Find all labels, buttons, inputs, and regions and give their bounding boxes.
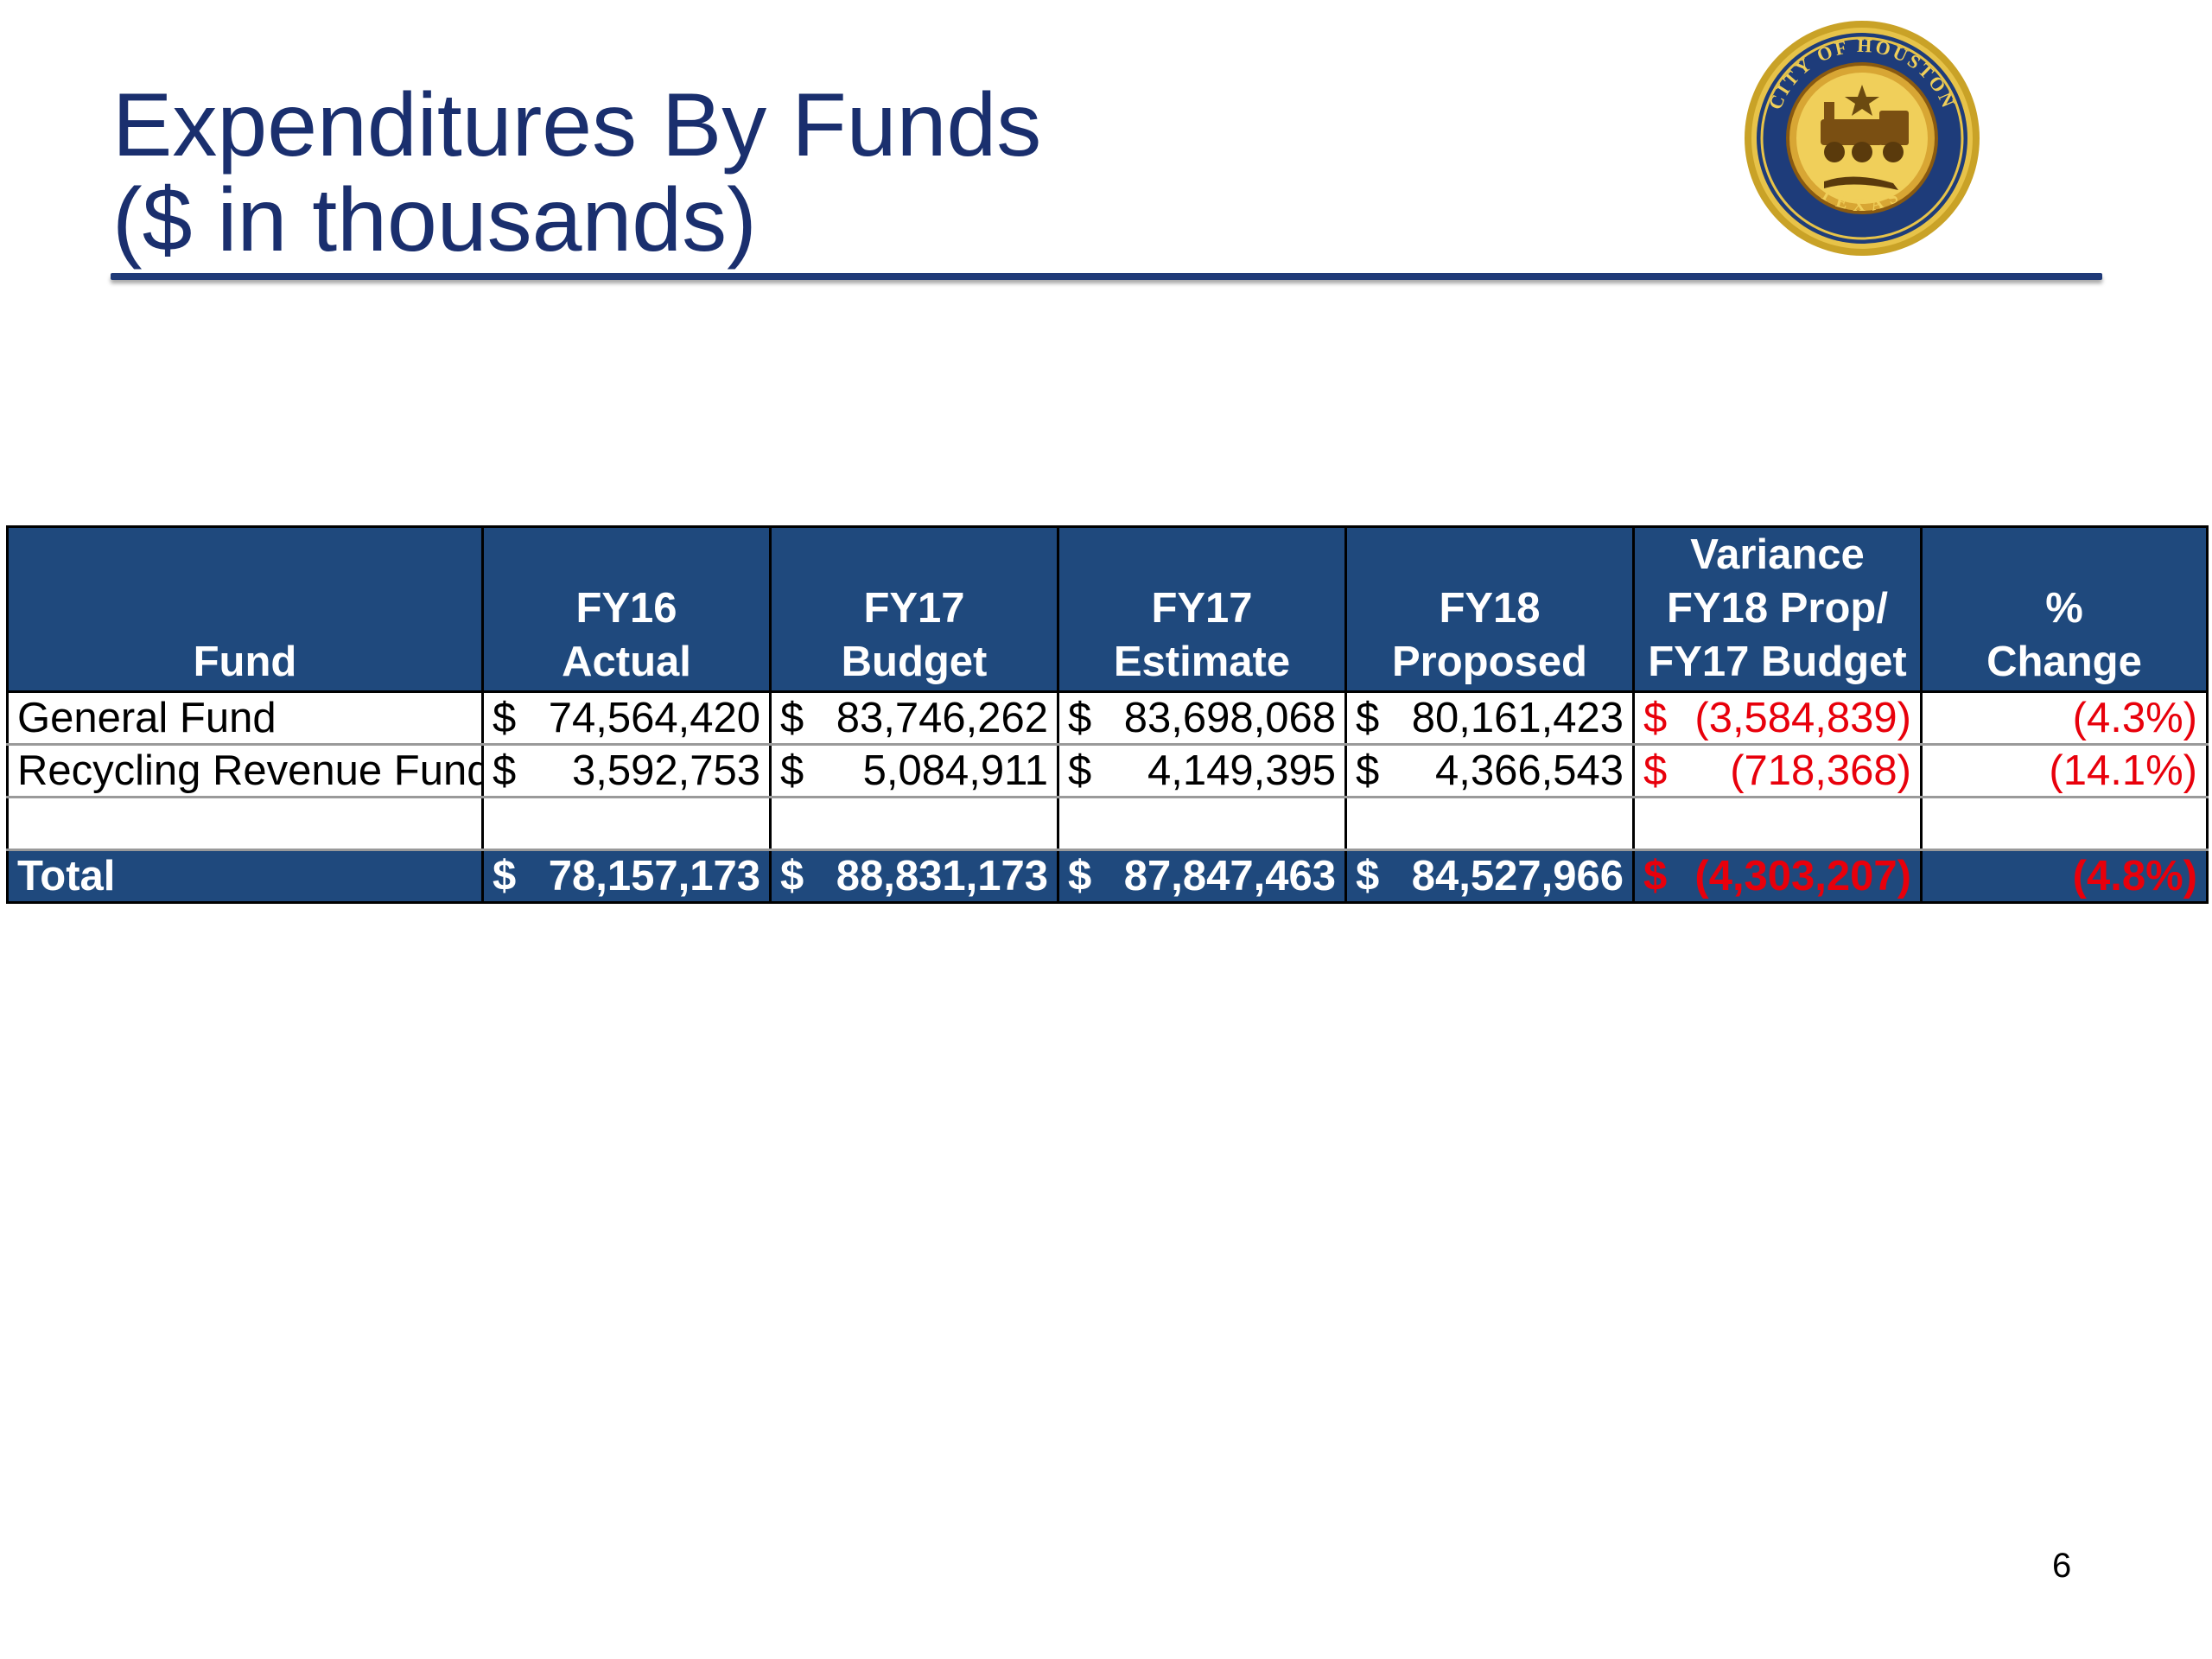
empty-cell: [6, 796, 484, 851]
currency-symbol: $: [1068, 853, 1092, 899]
city-of-houston-seal-icon: CITY OF HOUSTON TEXAS: [1745, 21, 1980, 256]
currency-symbol: $: [493, 747, 517, 794]
pct-change-cell: (4.3%): [1920, 690, 2209, 746]
header-fy17-estimate: FY17 Estimate: [1057, 525, 1347, 693]
page-number: 6: [2052, 1547, 2072, 1585]
table-row: General Fund $74,564,420 $83,746,262 $83…: [6, 690, 2209, 746]
header-fy16-line2: Actual: [562, 639, 691, 685]
total-fy16-cell: $78,157,173: [481, 849, 772, 904]
currency-symbol: $: [1068, 747, 1092, 794]
currency-symbol: $: [780, 747, 804, 794]
currency-symbol: $: [1643, 695, 1668, 741]
title-line-2: ($ in thousands): [112, 170, 757, 270]
currency-symbol: $: [1356, 853, 1380, 899]
pct-change-cell: (14.1%): [1920, 743, 2209, 798]
amount: 87,847,463: [1123, 853, 1336, 899]
slide-title: Expenditures By Funds ($ in thousands): [112, 78, 1041, 268]
header-fy16-line1: FY16: [575, 585, 677, 632]
currency-symbol: $: [493, 853, 517, 899]
empty-cell: [1920, 796, 2209, 851]
title-divider: [111, 273, 2102, 280]
amount: (718,368): [1730, 747, 1911, 794]
header-variance-line3: FY17 Budget: [1648, 639, 1907, 685]
header-variance-line2: FY18 Prop/: [1667, 585, 1888, 632]
header-fund-label: Fund: [193, 639, 297, 685]
amount: 74,564,420: [548, 695, 760, 741]
table-row: Recycling Revenue Fund $3,592,753 $5,084…: [6, 743, 2209, 798]
header-fy17e-line2: Estimate: [1113, 639, 1291, 685]
fy17-estimate-cell: $4,149,395: [1057, 743, 1347, 798]
header-pct-line1: %: [2045, 585, 2083, 632]
fy17-estimate-cell: $83,698,068: [1057, 690, 1347, 746]
fy18-proposed-cell: $4,366,543: [1344, 743, 1635, 798]
header-variance: Variance FY18 Prop/ FY17 Budget: [1632, 525, 1923, 693]
variance-cell: $ (718,368): [1632, 743, 1923, 798]
amount: 4,366,543: [1435, 747, 1624, 794]
header-fy18-line2: Proposed: [1392, 639, 1587, 685]
amount: 84,527,966: [1411, 853, 1624, 899]
currency-symbol: $: [1356, 747, 1380, 794]
header-fy17b-line1: FY17: [863, 585, 965, 632]
total-fy18-cell: $84,527,966: [1344, 849, 1635, 904]
amount: 83,746,262: [836, 695, 1048, 741]
amount: 88,831,173: [836, 853, 1048, 899]
total-variance-cell: $ (4,303,207): [1632, 849, 1923, 904]
empty-cell: [1057, 796, 1347, 851]
header-pct-line2: Change: [1986, 639, 2142, 685]
currency-symbol: $: [1643, 747, 1668, 794]
empty-cell: [1344, 796, 1635, 851]
header-pct-change: % Change: [1920, 525, 2209, 693]
table-row-empty: [6, 796, 2209, 851]
amount: 3,592,753: [572, 747, 760, 794]
total-pct-change-cell: (4.8%): [1920, 849, 2209, 904]
total-label-cell: Total: [6, 849, 484, 904]
fy16-actual-cell: $3,592,753: [481, 743, 772, 798]
header-fund: Fund: [6, 525, 484, 693]
fy18-proposed-cell: $80,161,423: [1344, 690, 1635, 746]
total-fy17-budget-cell: $88,831,173: [769, 849, 1059, 904]
amount: 78,157,173: [548, 853, 760, 899]
currency-symbol: $: [493, 695, 517, 741]
expenditures-table: Fund FY16 Actual FY17 Budget FY17 Estima…: [6, 525, 2209, 904]
fund-name-cell: Recycling Revenue Fund: [6, 743, 484, 798]
amount: 80,161,423: [1411, 695, 1624, 741]
amount: 4,149,395: [1147, 747, 1336, 794]
total-fy17-estimate-cell: $87,847,463: [1057, 849, 1347, 904]
currency-symbol: $: [1356, 695, 1380, 741]
amount: 83,698,068: [1123, 695, 1336, 741]
amount: 5,084,911: [862, 747, 1048, 794]
header-fy18-line1: FY18: [1439, 585, 1541, 632]
currency-symbol: $: [1643, 853, 1668, 899]
header-fy17b-line2: Budget: [841, 639, 988, 685]
header-variance-line1: Variance: [1690, 531, 1865, 578]
title-line-1: Expenditures By Funds: [112, 75, 1042, 175]
fy17-budget-cell: $5,084,911: [769, 743, 1059, 798]
currency-symbol: $: [780, 695, 804, 741]
header-fy18-proposed: FY18 Proposed: [1344, 525, 1635, 693]
amount: (4,303,207): [1694, 853, 1911, 899]
fund-name-cell: General Fund: [6, 690, 484, 746]
table-header-row: Fund FY16 Actual FY17 Budget FY17 Estima…: [6, 525, 2209, 693]
variance-cell: $ (3,584,839): [1632, 690, 1923, 746]
amount: (3,584,839): [1694, 695, 1911, 741]
fy17-budget-cell: $83,746,262: [769, 690, 1059, 746]
empty-cell: [769, 796, 1059, 851]
header-fy17e-line1: FY17: [1151, 585, 1253, 632]
currency-symbol: $: [1068, 695, 1092, 741]
currency-symbol: $: [780, 853, 804, 899]
header-fy16-actual: FY16 Actual: [481, 525, 772, 693]
empty-cell: [1632, 796, 1923, 851]
empty-cell: [481, 796, 772, 851]
table-total-row: Total $78,157,173 $88,831,173 $87,847,46…: [6, 849, 2209, 904]
header-fy17-budget: FY17 Budget: [769, 525, 1059, 693]
fy16-actual-cell: $74,564,420: [481, 690, 772, 746]
